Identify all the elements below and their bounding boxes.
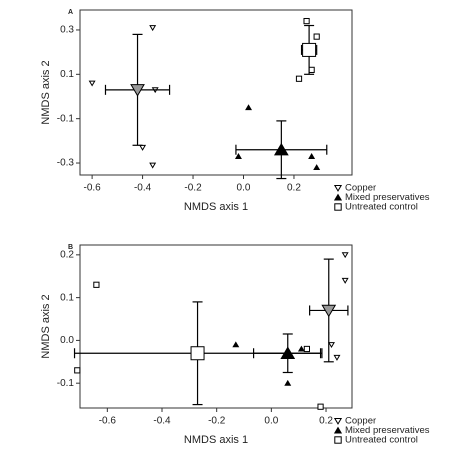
y-axis-label: NMDS axis 2 <box>40 294 52 358</box>
y-tick-label: -0.3 <box>57 158 75 169</box>
x-axis-label: NMDS axis 1 <box>184 201 248 213</box>
marker <box>190 346 205 361</box>
legend-label: Untreated control <box>345 435 418 446</box>
marker <box>245 104 253 111</box>
marker <box>232 341 240 348</box>
marker <box>313 33 320 40</box>
marker <box>328 342 335 349</box>
marker <box>333 354 341 361</box>
y-tick-label: 0.0 <box>60 335 74 346</box>
y-axis-label: NMDS axis 2 <box>40 60 52 124</box>
y-tick-label: 0.1 <box>60 292 74 303</box>
x-axis-label: NMDS axis 1 <box>184 434 248 446</box>
plot-frame <box>79 244 353 409</box>
legend-label: Copper <box>345 183 376 194</box>
marker <box>303 345 310 353</box>
panel-label: A <box>68 9 73 16</box>
marker <box>308 66 315 73</box>
legend-label: Mixed preservatives <box>345 192 430 203</box>
y-tick-label: 0.2 <box>60 249 74 260</box>
marker <box>149 162 157 169</box>
marker <box>303 17 310 25</box>
marker <box>317 403 324 410</box>
marker <box>88 80 96 87</box>
x-tick-label: 0.0 <box>264 416 278 427</box>
marker <box>284 379 292 386</box>
legend-marker <box>333 193 343 201</box>
x-tick-label: -0.4 <box>134 183 152 194</box>
marker <box>149 25 157 32</box>
marker <box>308 153 316 159</box>
x-tick-label: -0.6 <box>99 416 117 427</box>
marker <box>130 84 145 97</box>
marker <box>313 164 321 171</box>
x-tick-label: -0.2 <box>208 416 226 427</box>
marker <box>341 252 349 259</box>
marker <box>273 142 289 156</box>
marker <box>321 304 337 318</box>
legend-label: Mixed preservatives <box>345 425 430 436</box>
marker <box>295 75 303 82</box>
legend-marker <box>333 426 343 434</box>
marker <box>74 367 81 374</box>
y-tick-label: -0.1 <box>57 378 75 389</box>
marker <box>302 42 317 57</box>
marker <box>297 345 305 352</box>
x-tick-label: -0.6 <box>83 183 101 194</box>
legend-label: Copper <box>345 416 376 427</box>
y-tick-label: 0.1 <box>60 69 74 80</box>
legend-marker <box>333 417 343 425</box>
x-tick-label: 0.2 <box>287 183 301 194</box>
marker <box>341 277 349 284</box>
legend-label: Untreated control <box>345 202 418 213</box>
panel-label: B <box>68 244 73 251</box>
x-tick-label: 0.2 <box>319 416 333 427</box>
legend-marker <box>333 184 343 192</box>
x-tick-label: 0.0 <box>237 183 251 194</box>
y-tick-label: -0.1 <box>57 113 75 124</box>
legend-marker <box>334 203 342 211</box>
y-tick-label: 0.3 <box>60 25 74 36</box>
marker <box>93 281 100 288</box>
x-tick-label: -0.4 <box>153 416 171 427</box>
marker <box>234 153 242 159</box>
plot-frame <box>79 9 353 176</box>
x-tick-label: -0.2 <box>184 183 202 194</box>
legend-marker <box>334 436 342 444</box>
marker <box>139 144 147 151</box>
